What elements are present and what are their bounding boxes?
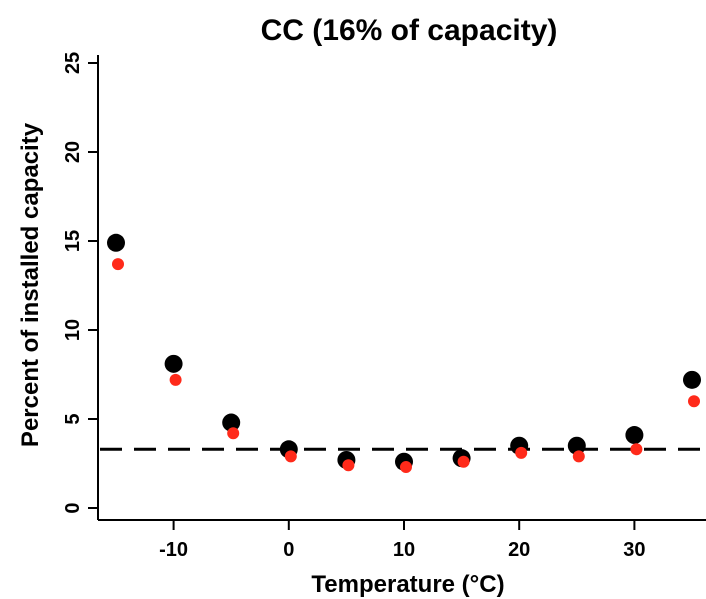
x-axis-label: Temperature (°C): [311, 571, 504, 598]
red-data-point: [572, 450, 585, 463]
red-data-point: [457, 455, 470, 468]
y-tick-label: 5: [62, 413, 84, 424]
black-data-point: [683, 370, 701, 389]
x-tick-label: 10: [393, 539, 415, 561]
red-data-point: [515, 446, 528, 459]
black-data-point: [625, 426, 644, 445]
red-data-point: [112, 258, 124, 271]
y-tick-label: 20: [62, 141, 84, 163]
plot-frame: [97, 55, 706, 521]
red-data-point: [400, 461, 412, 474]
x-tick-label: -10: [159, 539, 188, 561]
data-points: [107, 233, 701, 474]
black-data-point: [222, 413, 241, 432]
y-tick-label: 15: [62, 230, 84, 252]
black-data-point: [164, 354, 183, 373]
red-data-point: [688, 395, 700, 408]
black-data-point: [567, 436, 586, 455]
y-axis: 0 5 10 15 20 25: [62, 52, 98, 514]
black-data-point: [107, 233, 125, 252]
red-data-point: [342, 459, 355, 472]
x-tick-label: 30: [623, 539, 645, 561]
y-tick-label: 25: [62, 52, 84, 74]
red-data-point: [630, 443, 643, 456]
red-data-point: [169, 373, 182, 386]
chart-title: CC (16% of capacity): [261, 14, 558, 47]
x-tick-label: 0: [283, 539, 294, 561]
y-tick-label: 10: [62, 319, 84, 341]
red-data-point: [284, 450, 297, 463]
red-data-point: [227, 427, 240, 440]
y-axis-label: Percent of installed capacity: [17, 122, 44, 447]
y-tick-label: 0: [62, 502, 84, 513]
x-axis: -10 0 10 20 30: [159, 520, 646, 561]
x-tick-label: 20: [508, 539, 530, 561]
